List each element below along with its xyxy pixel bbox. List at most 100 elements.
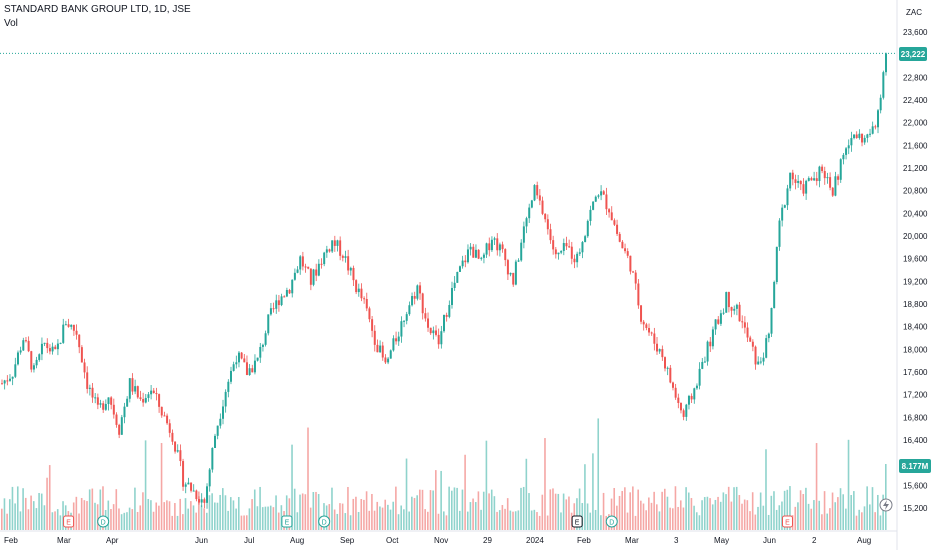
candle-body: [605, 194, 608, 210]
volume-bar: [530, 510, 533, 530]
candle-body: [333, 240, 336, 246]
candle-body: [541, 200, 544, 214]
candle-body: [214, 435, 217, 448]
volume-bar: [240, 515, 243, 530]
time-tick-label: Mar: [57, 536, 71, 545]
volume-bar: [642, 503, 645, 530]
volume-bar: [743, 499, 746, 530]
volume-bar: [786, 489, 789, 530]
event-marker-label: E: [285, 520, 290, 527]
candle-body: [384, 357, 387, 363]
volume-bar: [269, 505, 272, 530]
candle-body: [339, 240, 342, 256]
candle-body: [616, 224, 619, 234]
volume-bar: [27, 509, 30, 530]
volume-bar: [384, 499, 387, 530]
candle-body: [16, 352, 19, 365]
candle-body: [27, 340, 30, 352]
volume-bar: [275, 495, 277, 530]
candle-body: [576, 253, 579, 263]
candle-body: [711, 329, 714, 347]
volume-bar: [115, 489, 118, 530]
price-tick-label: 20,400: [903, 209, 928, 218]
earnings-marker[interactable]: E: [571, 515, 583, 528]
candle-body: [717, 319, 720, 324]
earnings-marker[interactable]: E: [63, 515, 75, 528]
volume-bar: [43, 505, 46, 530]
volume-bar: [78, 513, 80, 530]
candle-body: [1, 383, 3, 385]
dividend-marker[interactable]: D: [318, 515, 331, 528]
volume-bar: [360, 499, 363, 530]
volume-bar: [861, 512, 863, 530]
dividend-marker[interactable]: D: [97, 515, 110, 528]
volume-bar: [669, 507, 671, 530]
candle-body: [251, 368, 254, 373]
candle-body: [144, 397, 147, 403]
volume-bar: [845, 508, 847, 530]
candle-body: [671, 382, 674, 388]
candle-body: [826, 177, 829, 179]
lightning-icon[interactable]: [879, 498, 893, 512]
volume-bar: [291, 444, 293, 530]
candle-body: [259, 346, 262, 358]
candle-body: [698, 368, 701, 386]
volume-bar: [794, 506, 797, 530]
volume-bar: [192, 505, 195, 530]
candle-body: [855, 134, 858, 138]
time-tick-label: Apr: [106, 536, 119, 545]
candle-body: [480, 257, 483, 259]
earnings-marker[interactable]: E: [781, 515, 793, 528]
candle-body: [75, 330, 78, 335]
earnings-marker[interactable]: E: [281, 515, 293, 528]
volume-bar: [658, 511, 661, 530]
volume-bar: [885, 464, 887, 530]
candle-body: [674, 387, 677, 398]
volume-bar: [365, 491, 368, 530]
dividend-marker[interactable]: D: [605, 515, 618, 528]
candle-body: [166, 415, 169, 424]
volume-bar: [309, 507, 312, 530]
candle-body: [56, 343, 59, 350]
volume-bar: [653, 491, 655, 530]
candle-body: [589, 209, 592, 221]
volume-bar: [717, 496, 719, 530]
volume-bar: [379, 506, 381, 530]
volume-bar: [349, 515, 352, 530]
candle-body: [46, 342, 49, 349]
volume-bar: [245, 515, 248, 530]
volume-bar: [214, 502, 216, 530]
volume-bar: [589, 512, 592, 530]
volume-bar: [38, 493, 40, 530]
candle-body: [275, 300, 278, 309]
candle-body: [783, 205, 786, 208]
last-price-badge: 23,222: [899, 47, 927, 61]
price-axis[interactable]: 15,20015,60016,00016,40016,80017,20017,6…: [903, 28, 928, 513]
candle-body: [158, 394, 161, 407]
volume-bar: [727, 486, 730, 530]
volume-bar: [387, 504, 389, 530]
volume-bar: [560, 512, 562, 530]
candle-body: [610, 212, 613, 221]
candle-body: [357, 288, 360, 293]
candle-body: [845, 148, 848, 155]
candle-body: [440, 331, 443, 345]
volume-bar: [424, 509, 426, 530]
volume-bar: [517, 510, 520, 530]
volume-bar: [174, 503, 176, 530]
price-tick-label: 16,800: [903, 413, 928, 422]
volume-bar: [783, 490, 786, 530]
time-axis[interactable]: Feb Mar Apr Jun Jul Aug Sep Oct Nov 29 2024 Feb Mar 3…: [4, 536, 871, 545]
volume-bar: [871, 487, 874, 530]
volume-bar: [179, 498, 181, 530]
candle-body: [802, 184, 805, 194]
time-tick-label: Sep: [340, 536, 355, 545]
volume-bar: [853, 491, 855, 530]
candle-body: [248, 368, 251, 376]
candle-body: [24, 340, 27, 342]
candle-body: [118, 424, 121, 435]
candle-body: [722, 312, 725, 314]
volume-bar: [759, 492, 762, 530]
